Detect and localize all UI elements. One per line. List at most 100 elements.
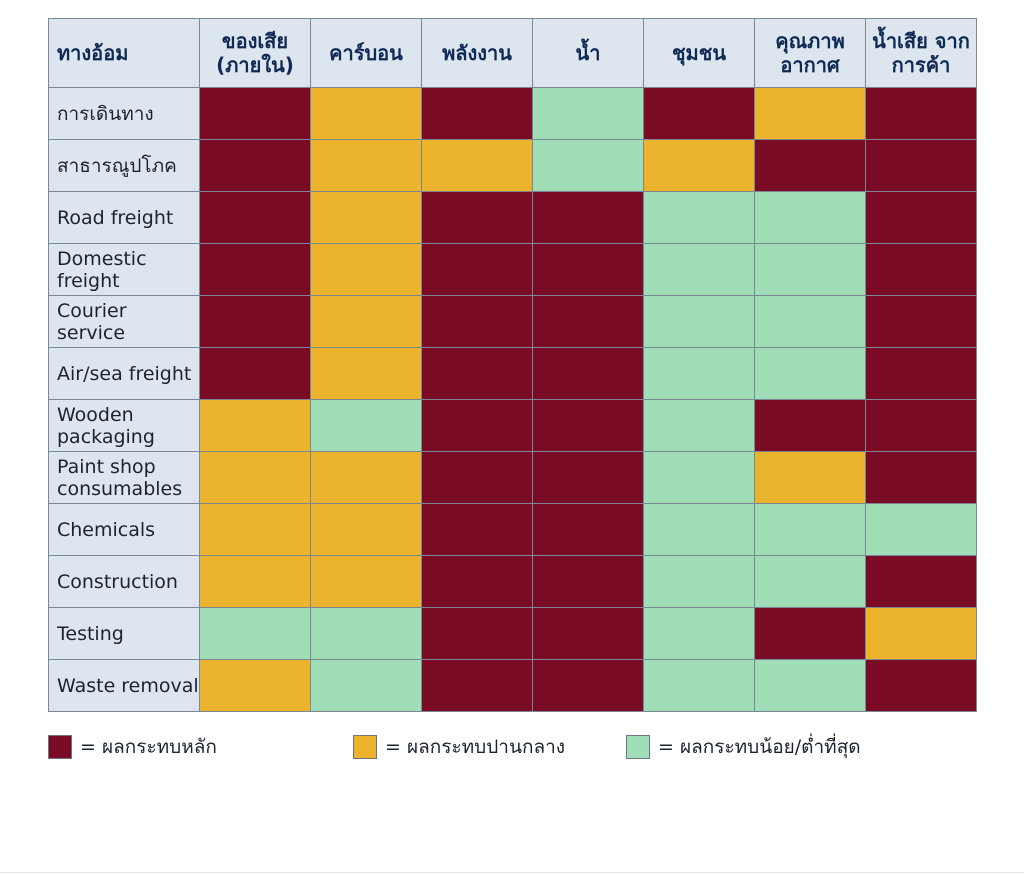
impact-cell-high [421, 399, 533, 452]
impact-cell-high [421, 503, 533, 556]
table-row: การเดินทาง [48, 87, 977, 140]
table-row: Paint shop consumables [48, 451, 977, 504]
table-row: Wooden packaging [48, 399, 977, 452]
row-label: Chemicals [48, 503, 200, 556]
impact-cell-medium [199, 555, 311, 608]
impact-cell-medium [865, 607, 977, 660]
impact-cell-high [532, 555, 644, 608]
row-label: การเดินทาง [48, 87, 200, 140]
impact-cell-high [199, 295, 311, 348]
impact-cell-high [754, 399, 866, 452]
impact-cell-low [643, 243, 755, 296]
row-label: สาธารณูปโภค [48, 139, 200, 192]
impact-cell-high [421, 295, 533, 348]
impact-cell-medium [310, 295, 422, 348]
impact-cell-low [754, 243, 866, 296]
impact-cell-high [532, 295, 644, 348]
impact-cell-low [754, 295, 866, 348]
impact-cell-low [532, 139, 644, 192]
table-row: Waste removal [48, 659, 977, 712]
row-label: Domestic freight [48, 243, 200, 296]
column-header: ของเสีย (ภายใน) [199, 18, 311, 88]
impact-cell-high [532, 191, 644, 244]
row-label: Courier service [48, 295, 200, 348]
impact-cell-high [865, 555, 977, 608]
impact-cell-low [643, 503, 755, 556]
legend-item-medium: = ผลกระทบปานกลาง [353, 734, 565, 760]
column-header: น้ำเสีย จากการค้า [865, 18, 977, 88]
impact-cell-high [421, 87, 533, 140]
impact-cell-high [532, 503, 644, 556]
impact-cell-low [754, 659, 866, 712]
impact-cell-high [421, 191, 533, 244]
impact-cell-high [865, 243, 977, 296]
impact-cell-medium [754, 451, 866, 504]
impact-cell-high [199, 139, 311, 192]
impact-cell-medium [754, 87, 866, 140]
table-row: Air/sea freight [48, 347, 977, 400]
impact-cell-low [754, 555, 866, 608]
corner-header: ทางอ้อม [48, 18, 200, 88]
matrix-body: การเดินทาง สาธารณูปโภค Road freight Domesti… [48, 87, 977, 712]
legend-label-medium: = ผลกระทบปานกลาง [385, 736, 566, 758]
impact-cell-medium [199, 399, 311, 452]
impact-cell-high [532, 659, 644, 712]
header-row: ทางอ้อม ของเสีย (ภายใน) คาร์บอน พลังงาน น้ำช… [48, 18, 977, 88]
impact-cell-low [643, 659, 755, 712]
impact-cell-high [865, 295, 977, 348]
impact-cell-low [865, 503, 977, 556]
impact-cell-low [643, 347, 755, 400]
row-label: Wooden packaging [48, 399, 200, 452]
impact-cell-high [532, 451, 644, 504]
impact-cell-medium [421, 139, 533, 192]
impact-cell-low [199, 607, 311, 660]
table-row: Domestic freight [48, 243, 977, 296]
impact-cell-high [421, 243, 533, 296]
impact-cell-low [754, 347, 866, 400]
impact-cell-low [643, 555, 755, 608]
impact-cell-medium [643, 139, 755, 192]
row-label: Construction [48, 555, 200, 608]
impact-cell-high [199, 191, 311, 244]
impact-cell-high [754, 139, 866, 192]
impact-cell-high [532, 347, 644, 400]
legend-item-high: = ผลกระทบหลัก [48, 734, 217, 760]
column-header: ชุมชน [643, 18, 755, 88]
impact-cell-medium [199, 659, 311, 712]
legend-swatch-high [48, 735, 72, 759]
impact-cell-high [643, 87, 755, 140]
impact-cell-low [643, 295, 755, 348]
impact-cell-high [865, 139, 977, 192]
impact-cell-low [310, 399, 422, 452]
column-header: พลังงาน [421, 18, 533, 88]
impact-cell-medium [310, 555, 422, 608]
impact-cell-high [421, 451, 533, 504]
legend-item-low: = ผลกระทบน้อย/ต่ำที่สุด [626, 734, 861, 760]
impact-cell-low [643, 399, 755, 452]
impact-cell-high [199, 243, 311, 296]
impact-cell-low [754, 191, 866, 244]
impact-cell-low [643, 191, 755, 244]
impact-cell-high [532, 607, 644, 660]
impact-cell-low [532, 87, 644, 140]
table-row: Chemicals [48, 503, 977, 556]
impact-cell-high [754, 607, 866, 660]
impact-cell-high [421, 607, 533, 660]
impact-cell-high [199, 347, 311, 400]
table-row: Construction [48, 555, 977, 608]
impact-cell-medium [310, 243, 422, 296]
row-label: Waste removal [48, 659, 200, 712]
impact-cell-high [865, 87, 977, 140]
impact-cell-medium [310, 503, 422, 556]
impact-cell-high [421, 555, 533, 608]
table-row: Testing [48, 607, 977, 660]
impact-cell-medium [310, 139, 422, 192]
table-row: Courier service [48, 295, 977, 348]
impact-cell-high [421, 347, 533, 400]
impact-cell-high [421, 659, 533, 712]
impact-cell-high [865, 347, 977, 400]
legend-swatch-medium [353, 735, 377, 759]
row-label: Testing [48, 607, 200, 660]
bottom-divider [0, 872, 1024, 873]
impact-cell-medium [310, 347, 422, 400]
